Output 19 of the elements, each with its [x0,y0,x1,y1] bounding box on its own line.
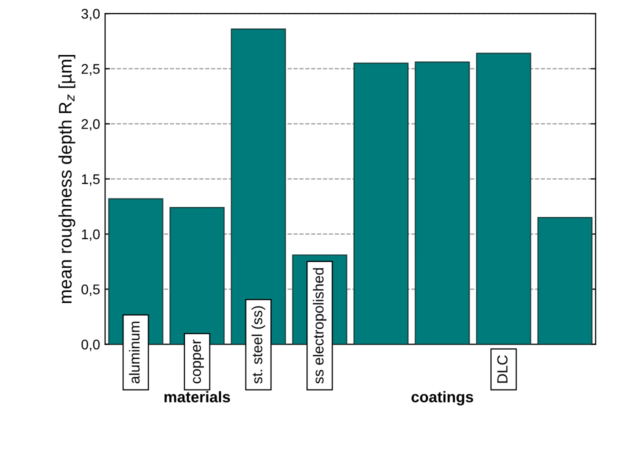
y-tick-label: 0,5 [81,284,100,296]
bar [476,52,532,344]
x-tick-label: DLC [497,355,508,383]
y-tick-label: 1,5 [82,174,100,186]
x-tick-label: copper [192,340,204,384]
x-tick-label: aluminum [128,322,140,384]
y-axis-title: mean roughness depth R$_{z}$ [µm] [58,54,76,304]
text: materials [164,391,230,402]
y-tick-label: 0,0 [81,340,100,352]
bar [414,62,470,344]
x-tick-label: ss electropolished [312,268,326,384]
text: coatings [412,391,474,406]
y-tick-label: 1,0 [82,229,100,241]
bar [353,62,409,344]
x-tick-label: st. steel (ss) [252,306,266,384]
y-tick-label: 3,0 [81,8,100,20]
y-tick-label: 2,0 [82,119,100,131]
y-tick-label: 2,5 [82,64,100,76]
bar [537,216,592,344]
